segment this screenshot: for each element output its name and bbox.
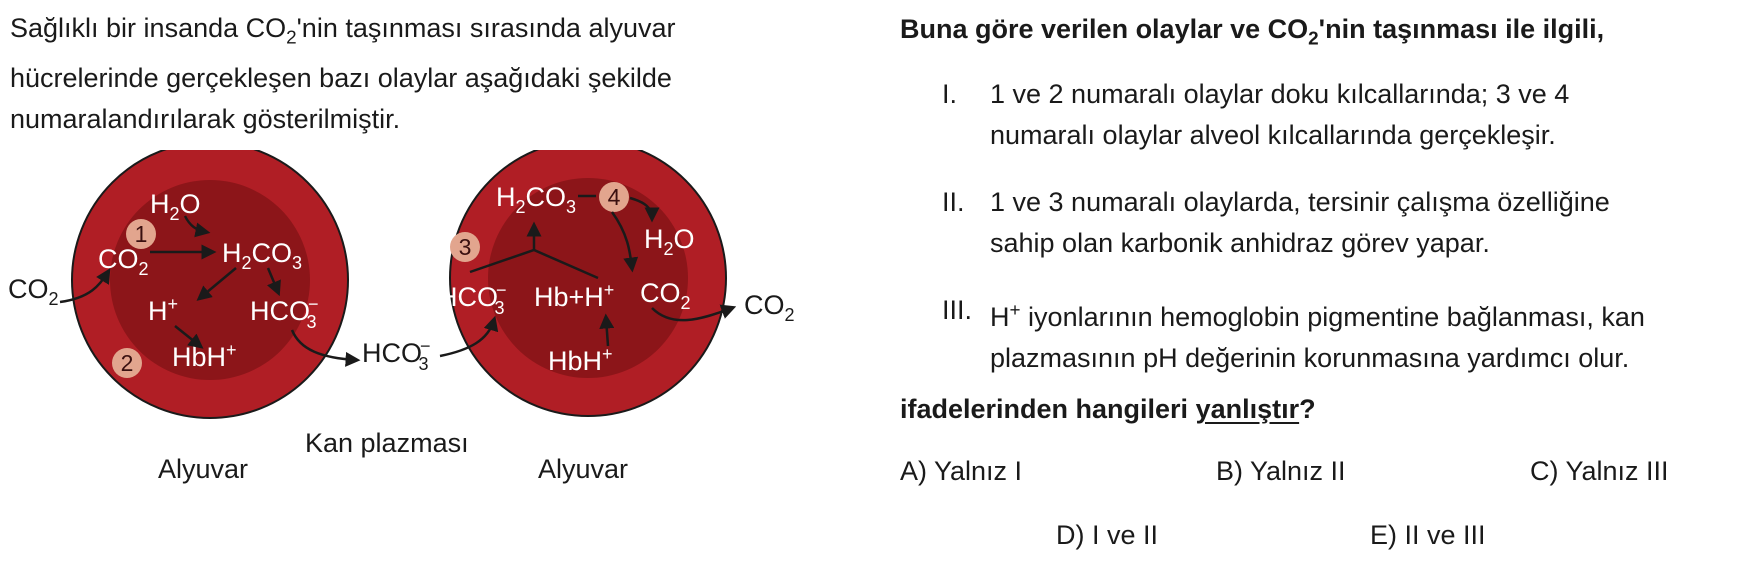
intro-paragraph: Sağlıklı bir insanda CO2'nin taşınması s… <box>10 8 830 140</box>
question-prompt: ifadelerinden hangileri yanlıştır? <box>900 394 1316 424</box>
option-d[interactable]: D) I ve II <box>1056 520 1159 550</box>
left-cell-caption: Alyuvar <box>158 454 248 484</box>
option-c[interactable]: C) Yalnız III <box>1530 456 1669 486</box>
statement-2-number: II. <box>942 187 965 217</box>
plasma-hco3-label: HCO− 3 <box>362 336 431 374</box>
statement-1-number: I. <box>942 79 958 109</box>
badge-3 <box>450 232 480 262</box>
intro-line-2: hücrelerinde gerçekleşen bazı olaylar aş… <box>10 63 672 94</box>
right-h2o-label: H2O <box>644 224 695 259</box>
badge-1 <box>126 219 156 249</box>
statement-1-text: 1 ve 2 numaralı olaylar doku kılcalların… <box>990 79 1570 150</box>
question-lead: Buna göre verilen olaylar ve CO2'nin taş… <box>900 14 1605 50</box>
option-e[interactable]: E) II ve III <box>1370 520 1486 550</box>
outside-co2-label: CO2 <box>8 274 59 309</box>
left-hco3-label: HCO− 3 <box>250 294 319 332</box>
left-h-plus-label: H+ <box>148 294 178 326</box>
badge-3-number: 3 <box>459 234 472 260</box>
statement-2-text: 1 ve 3 numaralı olaylarda, tersinir çalı… <box>990 187 1610 258</box>
badge-4 <box>599 182 629 212</box>
right-co2-label: CO2 <box>640 278 691 313</box>
badge-2 <box>112 348 142 378</box>
badge-1-number: 1 <box>135 221 148 247</box>
exit-co2-label: CO2 <box>744 290 795 325</box>
left-h2o-label: H2O <box>150 189 201 224</box>
right-hbh-label: HbH+ <box>548 344 613 376</box>
badge-4-number: 4 <box>608 184 621 210</box>
option-b[interactable]: B) Yalnız II <box>1216 456 1346 486</box>
co2-transport-diagram: H2O 1 CO2 H2CO3 H+ HCO− 3 2 HbH+ CO2 HCO−… <box>8 150 795 484</box>
right-hb-h-label: Hb+H+ <box>534 280 614 312</box>
plasma-caption: Kan plazması <box>305 428 469 458</box>
left-h2co3-label: H2CO3 <box>222 238 302 273</box>
right-hco3-label: HCO− 3 <box>438 280 507 318</box>
intro-line-3: numaralandırılarak gösterilmiştir. <box>10 104 401 135</box>
left-red-blood-cell <box>71 150 349 419</box>
right-h2co3-label: H2CO3 <box>496 182 576 217</box>
statement-3-number: III. <box>942 295 973 325</box>
intro-line-1: Sağlıklı bir insanda CO2'nin taşınması s… <box>10 13 676 49</box>
option-a[interactable]: A) Yalnız I <box>900 456 1023 486</box>
badge-2-number: 2 <box>121 350 134 376</box>
right-cell-caption: Alyuvar <box>538 454 628 484</box>
statement-3-text: H+ iyonlarının hemoglobin pigmentine bağ… <box>990 300 1645 373</box>
